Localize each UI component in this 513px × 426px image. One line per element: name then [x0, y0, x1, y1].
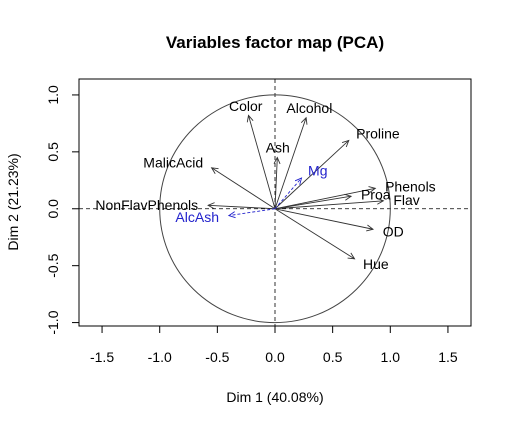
variable-label: Phenols: [385, 178, 436, 194]
variable-label: MalicAcid: [143, 154, 203, 170]
variable-arrow: [274, 186, 377, 210]
variable-label: Proline: [356, 126, 400, 142]
variable-label: Alcohol: [286, 100, 332, 116]
x-tick-label: -1.5: [90, 349, 114, 365]
variable-label: Flav: [393, 192, 419, 208]
x-axis-title: Dim 1 (40.08%): [226, 389, 323, 405]
variable-arrow: [207, 202, 276, 210]
variable-arrow: [210, 167, 276, 210]
variable-label: NonFlavPhenols: [95, 197, 198, 213]
x-tick-label: 0.5: [323, 349, 343, 365]
variable-arrow: [274, 208, 356, 260]
x-tick-label: -1.0: [148, 349, 172, 365]
chart-title: Variables factor map (PCA): [166, 33, 384, 52]
variable-arrow: [274, 208, 375, 232]
x-tick-label: -0.5: [205, 349, 229, 365]
variable-arrow: [274, 116, 308, 209]
variable-label: Proa: [361, 187, 391, 203]
variable-label: Ash: [266, 140, 290, 156]
y-tick-label: 0.0: [45, 199, 61, 219]
variable-arrow: [274, 139, 350, 210]
y-tick-label: 1.0: [45, 85, 61, 105]
y-axis: -1.0 -0.5 0.0 0.5 1.0: [45, 85, 80, 335]
variable-arrow: [274, 177, 303, 210]
variable-arrow: [274, 193, 353, 210]
y-tick-label: -0.5: [45, 253, 61, 277]
plot-area: [79, 79, 471, 326]
variable-arrow: [273, 156, 281, 209]
variable-arrow: [227, 208, 276, 219]
variable-label: AlcAsh: [175, 209, 219, 225]
x-tick-label: 1.0: [381, 349, 401, 365]
y-tick-label: -1.0: [45, 310, 61, 334]
x-axis: -1.5 -1.0 -0.5 0.0 0.5 1.0 1.5: [90, 325, 458, 365]
x-tick-label: 1.5: [438, 349, 458, 365]
variable-label: Color: [229, 98, 263, 114]
variable-arrow: [274, 197, 385, 210]
x-tick-label: 0.0: [265, 349, 285, 365]
y-axis-title: Dim 2 (21.23%): [5, 153, 21, 250]
variable-label: Hue: [363, 256, 389, 272]
variable-arrow: [246, 114, 276, 209]
variable-label: OD: [383, 223, 404, 239]
variable-label: Mg: [308, 162, 327, 178]
y-tick-label: 0.5: [45, 142, 61, 162]
variable-labels: Color Alcohol Ash Proline MalicAcid PhenolsFl…: [95, 98, 435, 272]
correlation-circle: [159, 94, 391, 324]
